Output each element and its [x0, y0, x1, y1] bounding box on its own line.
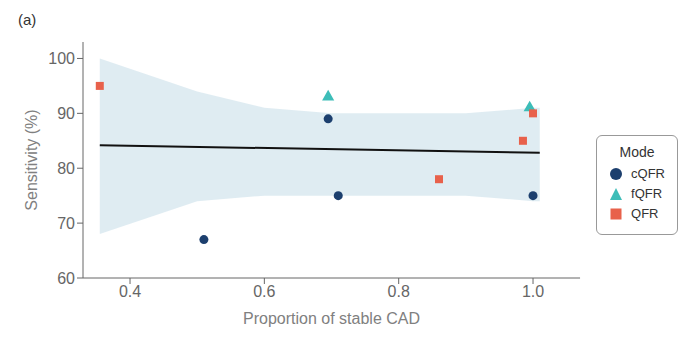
svg-text:60: 60 [57, 270, 75, 287]
svg-text:Proportion of stable CAD: Proportion of stable CAD [243, 310, 420, 327]
svg-text:80: 80 [57, 160, 75, 177]
html-text:fQFR: fQFR [631, 186, 663, 201]
svg-text:Sensitivity (%): Sensitivity (%) [23, 109, 40, 210]
html-text:(a): (a) [18, 11, 37, 28]
html-text:Mode: Mode [619, 144, 655, 160]
svg-text:1.0: 1.0 [522, 283, 544, 300]
svg-text:0.4: 0.4 [119, 283, 141, 300]
svg-text:0.6: 0.6 [253, 283, 275, 300]
svg-text:70: 70 [57, 215, 75, 232]
svg-text:0.8: 0.8 [388, 283, 410, 300]
svg-text:90: 90 [57, 105, 75, 122]
html-text:QFR: QFR [631, 206, 659, 221]
svg-text:100: 100 [48, 50, 75, 67]
html-text:cQFR: cQFR [631, 166, 665, 181]
